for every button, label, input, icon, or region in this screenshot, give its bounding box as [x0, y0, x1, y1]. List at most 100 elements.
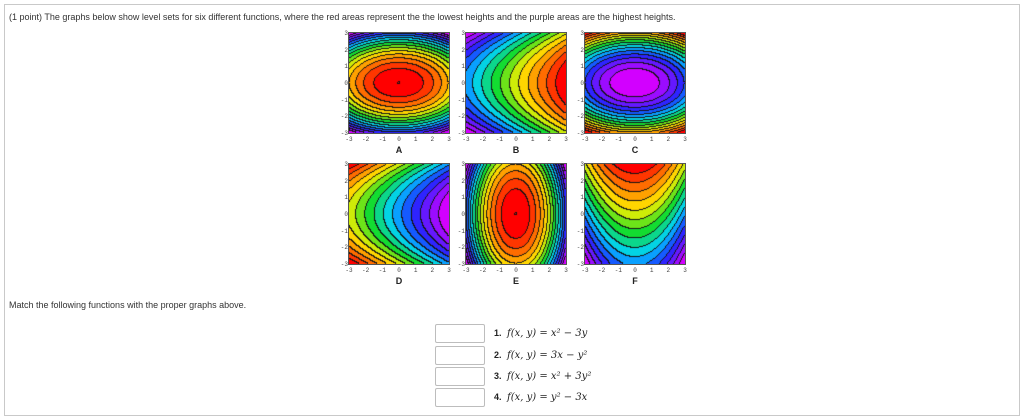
y-tick-label: 0: [580, 211, 584, 218]
y-tick-label: 1: [344, 194, 348, 202]
x-tick-label: -3: [345, 267, 353, 274]
y-tick-label: 0: [461, 211, 465, 218]
x-tick-label: -3: [581, 136, 589, 143]
contour-fill: [349, 164, 449, 264]
y-tick-label: -1: [576, 96, 584, 104]
x-tick-label: 0: [633, 136, 637, 143]
x-tick-label: -1: [378, 267, 386, 274]
graph-label-c: C: [631, 145, 639, 155]
y-tick-label: 2: [344, 46, 348, 54]
x-tick-label: -1: [614, 136, 622, 143]
x-tick-label: -2: [479, 136, 487, 143]
x-tick-label: -1: [495, 267, 503, 274]
graph-label-e: E: [512, 276, 520, 286]
answer-input-3[interactable]: [435, 367, 485, 386]
x-tick-label: 2: [547, 136, 552, 143]
y-tick-label: 3: [461, 161, 465, 168]
y-tick-label: -1: [340, 96, 348, 104]
y-tick-label: 0: [344, 80, 348, 87]
y-tick-label: 1: [580, 63, 584, 71]
contour-plot-a: [348, 32, 450, 134]
y-tick-label: -2: [576, 244, 584, 252]
x-tick-label: 2: [547, 267, 552, 274]
contour-fill: [585, 164, 685, 264]
graph-label-f: F: [632, 276, 638, 286]
function-item-1: 1. f(x, y) = x² − 3y: [494, 324, 587, 343]
x-tick-label: -2: [362, 267, 370, 274]
x-tick-label: 1: [530, 267, 535, 274]
y-tick-label: -3: [576, 130, 584, 137]
x-tick-label: 3: [683, 267, 687, 274]
answer-input-2[interactable]: [435, 346, 485, 365]
y-tick-label: 2: [461, 46, 465, 54]
function-number: 4.: [494, 392, 502, 402]
y-tick-label: 2: [344, 177, 348, 185]
contour-plot-b: [465, 32, 567, 134]
x-tick-label: -3: [462, 267, 470, 274]
x-tick-label: 0: [397, 267, 401, 274]
y-tick-label: 3: [461, 30, 465, 37]
question-text: (1 point) The graphs below show level se…: [9, 12, 676, 22]
y-tick-label: 3: [344, 30, 348, 37]
x-tick-label: -3: [462, 136, 470, 143]
y-tick-label: -2: [457, 244, 465, 252]
x-tick-label: 1: [530, 136, 535, 143]
y-tick-label: 2: [580, 177, 584, 185]
y-tick-label: -2: [576, 113, 584, 121]
y-tick-label: -2: [457, 113, 465, 121]
y-tick-label: -3: [340, 261, 348, 268]
x-tick-label: 3: [447, 136, 451, 143]
y-tick-label: 0: [461, 80, 465, 87]
function-expression: f(x, y) = 3x − y²: [507, 350, 588, 361]
instruction-text: Match the following functions with the p…: [9, 300, 247, 310]
x-tick-label: 2: [666, 267, 671, 274]
y-tick-label: -2: [340, 113, 348, 121]
x-tick-label: -1: [495, 136, 503, 143]
x-tick-label: 1: [649, 136, 654, 143]
x-tick-label: 2: [430, 136, 435, 143]
y-tick-label: -1: [457, 227, 465, 235]
graph-label-a: A: [395, 145, 403, 155]
function-item-3: 3. f(x, y) = x² + 3y²: [494, 367, 591, 386]
function-item-4: 4. f(x, y) = y² − 3x: [494, 388, 587, 407]
x-tick-label: 2: [666, 136, 671, 143]
answer-input-4[interactable]: [435, 388, 485, 407]
problem-frame: [4, 4, 1020, 416]
x-tick-label: -2: [598, 136, 606, 143]
function-number: 3.: [494, 371, 502, 381]
y-tick-label: 3: [580, 161, 584, 168]
y-tick-label: 1: [461, 63, 465, 71]
y-tick-label: 0: [580, 80, 584, 87]
x-tick-label: 3: [564, 267, 568, 274]
function-number: 1.: [494, 328, 502, 338]
function-expression: f(x, y) = x² + 3y²: [507, 371, 592, 382]
graph-label-d: D: [395, 276, 403, 286]
contour-plot-d: [348, 163, 450, 265]
answer-input-1[interactable]: [435, 324, 485, 343]
x-tick-label: -1: [614, 267, 622, 274]
x-tick-label: -2: [362, 136, 370, 143]
y-tick-label: -1: [457, 96, 465, 104]
y-tick-label: 1: [461, 194, 465, 202]
y-tick-label: -1: [340, 227, 348, 235]
x-tick-label: 2: [430, 267, 435, 274]
x-tick-label: -2: [598, 267, 606, 274]
x-tick-label: 0: [514, 136, 518, 143]
y-tick-label: 2: [461, 177, 465, 185]
function-expression: f(x, y) = x² − 3y: [507, 328, 588, 339]
y-tick-label: -3: [340, 130, 348, 137]
y-tick-label: 2: [580, 46, 584, 54]
contour-fill: [466, 33, 566, 133]
x-tick-label: -3: [581, 267, 589, 274]
y-tick-label: 3: [344, 161, 348, 168]
function-number: 2.: [494, 350, 502, 360]
function-item-2: 2. f(x, y) = 3x − y²: [494, 346, 587, 365]
y-tick-label: -1: [576, 227, 584, 235]
contour-plot-f: [584, 163, 686, 265]
y-tick-label: -3: [457, 130, 465, 137]
x-tick-label: 0: [397, 136, 401, 143]
function-expression: f(x, y) = y² − 3x: [507, 392, 588, 403]
y-tick-label: -3: [576, 261, 584, 268]
x-tick-label: -1: [378, 136, 386, 143]
contour-fill: [585, 33, 685, 133]
